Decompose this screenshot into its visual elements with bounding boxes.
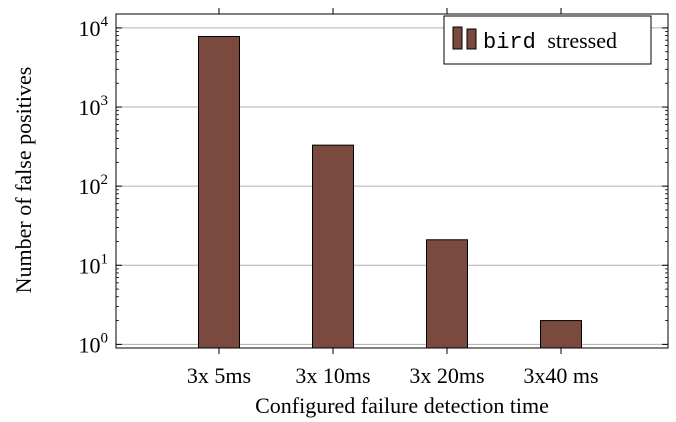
y-tick-label: 100 — [79, 330, 109, 357]
legend-series-name: bird — [483, 30, 536, 55]
legend-series-suffix: stressed — [547, 28, 617, 53]
legend-swatch-1 — [452, 26, 463, 50]
y-tick-label: 103 — [79, 93, 109, 120]
y-tick-label: 104 — [79, 14, 109, 41]
legend-label: bird stressed — [483, 28, 617, 55]
y-tick-labels: 100 101 102 103 104 — [79, 14, 109, 357]
legend-swatch-2 — [466, 28, 477, 50]
legend: bird stressed — [443, 15, 652, 65]
y-axis-label: Number of false positives — [11, 67, 36, 294]
major-ticks — [116, 8, 668, 354]
y-tick-label: 101 — [79, 251, 109, 278]
bar — [198, 35, 240, 349]
x-tick-label: 3x 10ms — [295, 363, 370, 388]
legend-box — [443, 15, 652, 65]
y-tick-label: 102 — [79, 172, 109, 199]
x-tick-label: 3x 20ms — [409, 363, 484, 388]
x-tick-label: 3x 5ms — [187, 363, 251, 388]
bar — [540, 320, 582, 349]
bars — [198, 35, 582, 349]
x-tick-labels: 3x 5ms 3x 10ms 3x 20ms 3x40 ms — [187, 363, 599, 388]
bar — [312, 144, 354, 349]
x-tick-label: 3x40 ms — [523, 363, 598, 388]
x-axis-label: Configured failure detection time — [255, 393, 549, 418]
bar — [426, 239, 468, 349]
plot-frame — [115, 13, 669, 349]
